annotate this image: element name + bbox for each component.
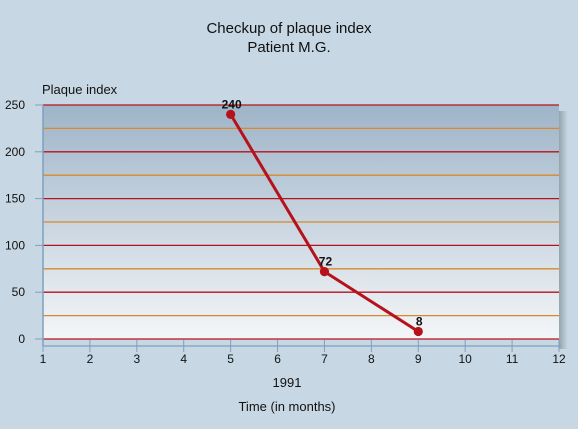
data-point <box>413 326 423 337</box>
y-tick-label: 200 <box>5 145 25 159</box>
data-label: 240 <box>222 97 242 111</box>
plot-shadow <box>559 111 568 349</box>
chart-title: Checkup of plaque index <box>206 20 372 37</box>
data-label: 8 <box>416 315 423 329</box>
x-tick-label: 7 <box>321 352 328 366</box>
x-axis-secondary-label: 1991 <box>273 375 302 390</box>
y-tick-label: 250 <box>5 98 25 112</box>
x-axis-label: Time (in months) <box>238 399 335 414</box>
data-label: 72 <box>319 255 333 269</box>
x-tick-label: 9 <box>415 352 422 366</box>
data-point <box>319 267 330 277</box>
y-axis-label: Plaque index <box>42 82 118 97</box>
x-tick-label: 11 <box>506 352 519 366</box>
x-tick-label: 1 <box>40 352 47 366</box>
x-tick-label: 8 <box>368 352 375 366</box>
x-tick-label: 3 <box>133 352 140 366</box>
x-tick-label: 2 <box>87 352 94 366</box>
chart-subtitle: Patient M.G. <box>247 39 331 56</box>
x-tick-label: 10 <box>459 352 473 366</box>
y-tick-label: 0 <box>18 332 25 346</box>
y-tick-label: 150 <box>5 192 25 206</box>
x-tick-label: 12 <box>552 352 566 366</box>
data-point <box>226 109 236 119</box>
x-tick-label: 6 <box>274 352 281 366</box>
y-tick-label: 50 <box>12 285 26 299</box>
x-tick-label: 4 <box>180 352 187 366</box>
y-tick-label: 100 <box>5 238 25 252</box>
x-tick-label: 5 <box>227 352 234 366</box>
